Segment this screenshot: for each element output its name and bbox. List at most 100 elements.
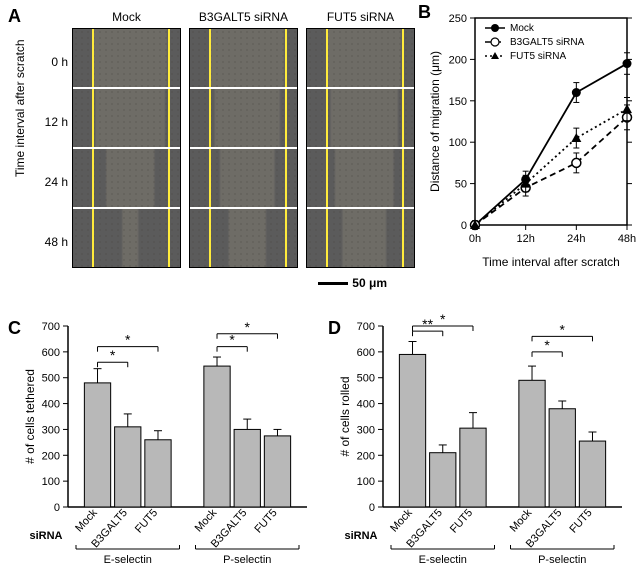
guide-line	[209, 89, 211, 147]
svg-text:Mock: Mock	[510, 23, 535, 34]
svg-text:300: 300	[42, 424, 60, 436]
svg-text:500: 500	[357, 373, 375, 385]
micrograph	[73, 29, 180, 87]
svg-text:200: 200	[449, 54, 467, 66]
micrograph-column	[189, 28, 298, 268]
panel-a: Mock B3GALT5 siRNA FUT5 siRNA Time inter…	[20, 10, 415, 300]
row-label: 12 h	[42, 92, 68, 152]
svg-text:E-selectin: E-selectin	[104, 554, 152, 566]
panel-a-y-label: Time interval after scratch	[13, 39, 27, 177]
svg-text:48h: 48h	[618, 233, 636, 245]
guide-line	[285, 29, 287, 87]
bar-chart-rolled: 0100200300400500600700# of cells rolledM…	[335, 320, 630, 575]
guide-line	[209, 209, 211, 267]
svg-text:FUT5: FUT5	[133, 507, 160, 535]
scale-bar: 50 μm	[318, 276, 387, 290]
guide-line	[285, 149, 287, 207]
row-label: 24 h	[42, 152, 68, 212]
micrograph	[73, 209, 180, 267]
svg-text:Distance of migration (μm): Distance of migration (μm)	[428, 51, 442, 192]
col-header: FUT5 siRNA	[306, 10, 415, 24]
svg-text:0: 0	[369, 502, 375, 514]
scale-bar-line	[318, 282, 348, 285]
guide-line	[326, 29, 328, 87]
panel-a-col-headers: Mock B3GALT5 siRNA FUT5 siRNA	[72, 10, 415, 24]
svg-text:Mock: Mock	[193, 507, 220, 535]
panel-b: 0 50 100 150 200 250 0h 12h 24h 48h Time interval …	[425, 10, 635, 270]
svg-text:Time interval after scratch: Time interval after scratch	[482, 255, 620, 269]
svg-text:700: 700	[357, 321, 375, 333]
guide-line	[168, 89, 170, 147]
row-label: 0 h	[42, 32, 68, 92]
micrograph-column	[72, 28, 181, 268]
micrograph	[73, 89, 180, 147]
figure-container: A Mock B3GALT5 siRNA FUT5 siRNA Time int…	[0, 0, 642, 584]
svg-text:B3GALT5 siRNA: B3GALT5 siRNA	[510, 37, 585, 48]
svg-text:FUT5: FUT5	[567, 507, 594, 535]
micrograph	[307, 89, 414, 147]
svg-text:0h: 0h	[469, 233, 481, 245]
panel-c: 0100200300400500600700# of cells tethere…	[20, 320, 315, 575]
micrograph	[307, 209, 414, 267]
col-header: Mock	[72, 10, 181, 24]
bar-chart-tethered: 0100200300400500600700# of cells tethere…	[20, 320, 315, 575]
svg-text:400: 400	[42, 399, 60, 411]
micrograph	[190, 149, 297, 207]
svg-text:P-selectin: P-selectin	[538, 554, 586, 566]
guide-line	[402, 149, 404, 207]
svg-text:P-selectin: P-selectin	[223, 554, 271, 566]
guide-line	[326, 209, 328, 267]
micrograph	[190, 29, 297, 87]
svg-text:0: 0	[54, 502, 60, 514]
svg-text:siRNA: siRNA	[29, 530, 62, 542]
svg-text:100: 100	[449, 137, 467, 149]
guide-line	[92, 209, 94, 267]
guide-line	[168, 29, 170, 87]
svg-text:FUT5: FUT5	[252, 507, 279, 535]
micrograph	[190, 209, 297, 267]
svg-text:12h: 12h	[516, 233, 534, 245]
micrograph	[190, 89, 297, 147]
svg-text:**: **	[422, 316, 433, 332]
guide-line	[402, 89, 404, 147]
svg-text:600: 600	[357, 347, 375, 359]
guide-line	[285, 89, 287, 147]
svg-text:250: 250	[449, 13, 467, 25]
svg-text:24h: 24h	[567, 233, 585, 245]
svg-text:*: *	[440, 311, 446, 327]
micrograph	[307, 29, 414, 87]
svg-text:700: 700	[42, 321, 60, 333]
svg-text:200: 200	[42, 450, 60, 462]
guide-line	[92, 149, 94, 207]
svg-text:# of cells rolled: # of cells rolled	[338, 376, 352, 456]
svg-text:Mock: Mock	[508, 507, 535, 535]
guide-line	[92, 29, 94, 87]
micrograph-column	[306, 28, 415, 268]
svg-text:siRNA: siRNA	[344, 530, 377, 542]
guide-line	[402, 209, 404, 267]
scale-bar-label: 50 μm	[352, 276, 387, 290]
svg-text:E-selectin: E-selectin	[419, 554, 467, 566]
svg-text:400: 400	[357, 399, 375, 411]
svg-text:50: 50	[455, 179, 467, 191]
col-header: B3GALT5 siRNA	[189, 10, 298, 24]
micrograph-grid	[72, 28, 415, 268]
svg-text:FUT5 siRNA: FUT5 siRNA	[510, 51, 566, 62]
guide-line	[326, 89, 328, 147]
guide-line	[402, 29, 404, 87]
svg-text:500: 500	[42, 373, 60, 385]
svg-text:*: *	[245, 319, 251, 335]
row-label: 48 h	[42, 212, 68, 272]
micrograph	[73, 149, 180, 207]
svg-text:100: 100	[42, 476, 60, 488]
svg-text:0: 0	[461, 220, 467, 232]
guide-line	[209, 29, 211, 87]
svg-text:150: 150	[449, 96, 467, 108]
svg-text:Mock: Mock	[388, 507, 415, 535]
line-chart: 0 50 100 150 200 250 0h 12h 24h 48h Time interval …	[425, 10, 635, 270]
panel-d: 0100200300400500600700# of cells rolledM…	[335, 320, 630, 575]
guide-line	[92, 89, 94, 147]
guide-line	[168, 149, 170, 207]
panel-a-row-labels: 0 h 12 h 24 h 48 h	[42, 32, 68, 272]
micrograph	[307, 149, 414, 207]
